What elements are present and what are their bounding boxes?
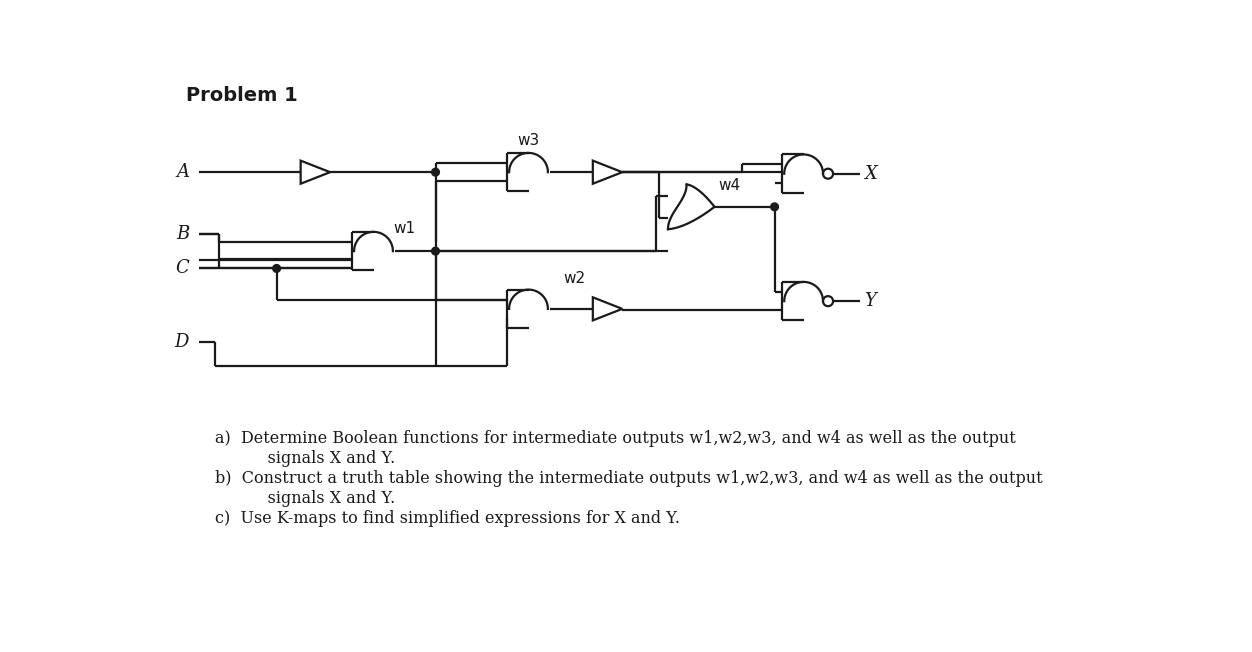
- Text: D: D: [175, 333, 189, 351]
- Text: Y: Y: [864, 292, 876, 310]
- Circle shape: [432, 168, 439, 176]
- Text: A: A: [177, 163, 189, 181]
- Text: w3: w3: [517, 132, 540, 147]
- Text: C: C: [175, 259, 189, 278]
- Text: signals X and Y.: signals X and Y.: [242, 490, 394, 507]
- Text: a)  Determine Boolean functions for intermediate outputs w1,w2,w3, and w4 as wel: a) Determine Boolean functions for inter…: [214, 430, 1015, 447]
- Text: b)  Construct a truth table showing the intermediate outputs w1,w2,w3, and w4 as: b) Construct a truth table showing the i…: [214, 470, 1042, 487]
- Text: w2: w2: [563, 271, 585, 286]
- Text: c)  Use K-maps to find simplified expressions for X and Y.: c) Use K-maps to find simplified express…: [214, 511, 680, 527]
- Text: w4: w4: [719, 178, 740, 193]
- Circle shape: [771, 203, 779, 211]
- Text: B: B: [175, 225, 189, 243]
- Text: X: X: [864, 165, 876, 183]
- Text: w1: w1: [393, 221, 416, 236]
- Text: Problem 1: Problem 1: [187, 86, 298, 105]
- Circle shape: [432, 247, 439, 255]
- Text: signals X and Y.: signals X and Y.: [242, 450, 394, 467]
- Circle shape: [273, 265, 280, 273]
